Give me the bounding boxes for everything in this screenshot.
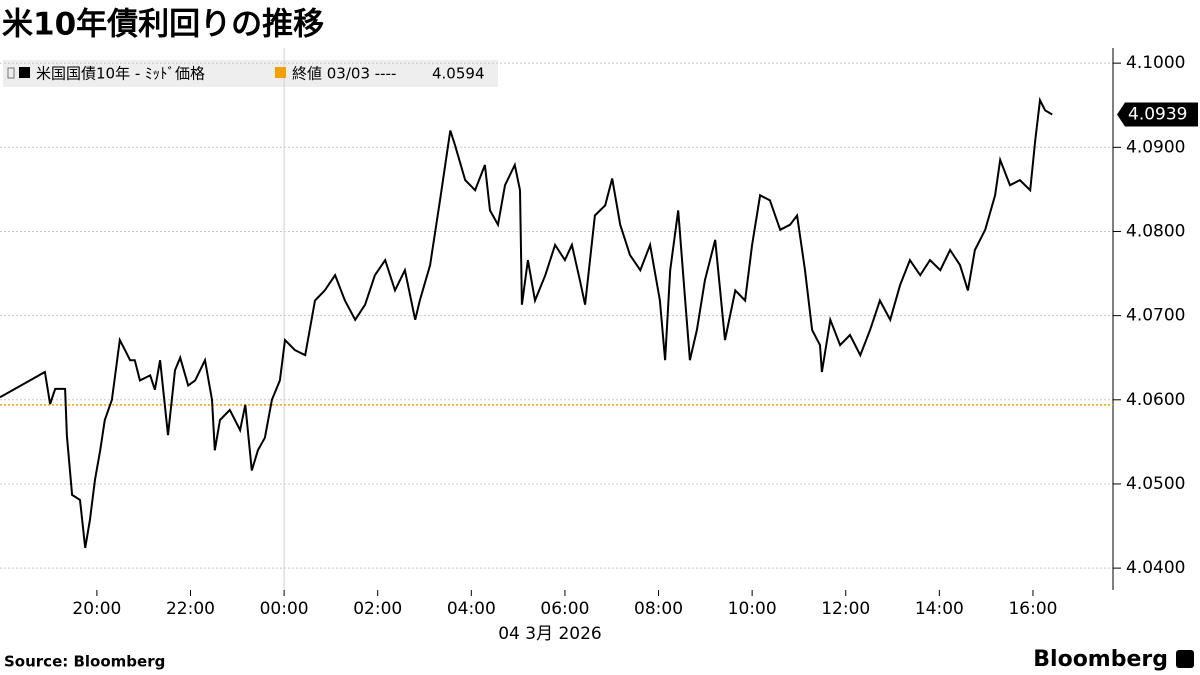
x-tick-label: 06:00 bbox=[540, 599, 589, 619]
logo-icon bbox=[1176, 650, 1194, 668]
legend-value: 4.0594 bbox=[432, 65, 485, 83]
x-tick-label: 12:00 bbox=[821, 599, 870, 619]
series-line bbox=[0, 96, 1053, 549]
y-tick-label: 4.0900 bbox=[1126, 137, 1185, 157]
legend-swatch bbox=[19, 67, 30, 78]
y-tick-label: 4.0800 bbox=[1126, 221, 1185, 241]
legend-box bbox=[3, 60, 498, 87]
last-value-label: 4.0939 bbox=[1128, 104, 1187, 124]
y-tick-label: 4.0500 bbox=[1126, 474, 1185, 494]
x-tick-label: 10:00 bbox=[728, 599, 777, 619]
date-label: 04 3月 2026 bbox=[498, 624, 602, 644]
y-tick-label: 4.1000 bbox=[1126, 53, 1185, 73]
source: Source: Bloomberg bbox=[4, 653, 165, 671]
y-tick-label: 4.0600 bbox=[1126, 390, 1185, 410]
y-tick-label: 4.0400 bbox=[1126, 558, 1185, 578]
legend-icon bbox=[7, 67, 15, 79]
legend-label: 米国国債10年 - ﾐｯﾄﾞ価格 bbox=[36, 65, 205, 83]
legend-swatch bbox=[275, 67, 286, 78]
x-tick-label: 02:00 bbox=[353, 599, 402, 619]
y-tick-label: 4.0700 bbox=[1126, 306, 1185, 326]
chart-title: 米10年債利回りの推移 bbox=[2, 7, 324, 43]
x-tick-label: 16:00 bbox=[1008, 599, 1057, 619]
x-tick-label: 00:00 bbox=[260, 599, 309, 619]
x-tick-label: 22:00 bbox=[166, 599, 215, 619]
logo: Bloomberg bbox=[1033, 647, 1168, 672]
x-tick-label: 20:00 bbox=[72, 599, 121, 619]
last-value-box bbox=[1117, 102, 1198, 127]
x-tick-label: 14:00 bbox=[915, 599, 964, 619]
x-tick-label: 08:00 bbox=[634, 599, 683, 619]
x-tick-label: 04:00 bbox=[447, 599, 496, 619]
legend-label: 終値 03/03 ---- bbox=[292, 65, 396, 83]
